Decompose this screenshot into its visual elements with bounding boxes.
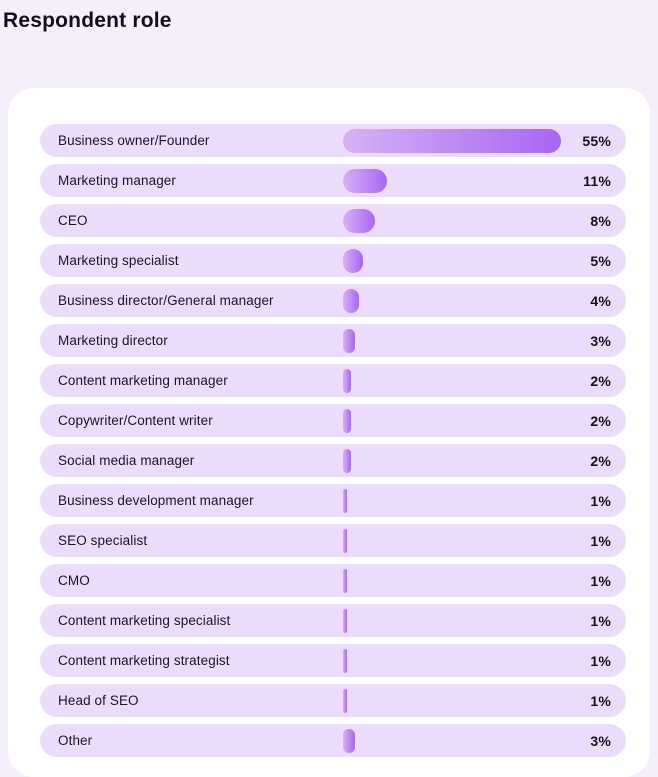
bar [343,128,561,153]
value-label: 8% [590,212,611,229]
chart-row: Other 3% [40,724,626,757]
chart-rows: Business owner/Founder 55% Marketing manag… [40,124,626,757]
role-label: Business director/General manager [58,293,274,308]
bar [343,728,355,753]
value-label: 1% [590,492,611,509]
bar [343,368,351,393]
bar-track [343,448,561,473]
role-label: Content marketing strategist [58,653,230,668]
bar-track [343,568,561,593]
value-label: 3% [590,332,611,349]
value-label: 1% [590,612,611,629]
chart-row: Content marketing manager 2% [40,364,626,397]
bar-track [343,128,561,153]
chart-row: Marketing director 3% [40,324,626,357]
value-label: 1% [590,572,611,589]
bar [343,168,387,193]
value-label: 11% [583,172,611,189]
chart-row: SEO specialist 1% [40,524,626,557]
value-label: 3% [590,732,611,749]
value-label: 1% [590,532,611,549]
value-label: 1% [590,692,611,709]
chart-row: Business owner/Founder 55% [40,124,626,157]
role-label: CEO [58,213,88,228]
value-label: 2% [590,412,611,429]
chart-row: Social media manager 2% [40,444,626,477]
role-label: Marketing specialist [58,253,179,268]
role-label: Other [58,733,93,748]
bar-track [343,528,561,553]
value-label: 55% [582,132,611,149]
bar [343,288,359,313]
chart-row: CEO 8% [40,204,626,237]
role-label: Business development manager [58,493,254,508]
chart-row: Business development manager 1% [40,484,626,517]
bar-track [343,408,561,433]
chart-card: Business owner/Founder 55% Marketing manag… [8,88,650,777]
bar [343,608,347,633]
chart-row: Marketing manager 11% [40,164,626,197]
bar [343,408,351,433]
chart-row: Copywriter/Content writer 2% [40,404,626,437]
page-title: Respondent role [3,9,172,32]
bar [343,328,355,353]
chart-row: Content marketing strategist 1% [40,644,626,677]
role-label: Head of SEO [58,693,139,708]
chart-row: Marketing specialist 5% [40,244,626,277]
value-label: 1% [590,652,611,669]
role-label: SEO specialist [58,533,148,548]
value-label: 2% [590,452,611,469]
role-label: Content marketing specialist [58,613,231,628]
chart-row: CMO 1% [40,564,626,597]
bar [343,688,347,713]
value-label: 4% [590,292,611,309]
bar-track [343,288,561,313]
role-label: Marketing director [58,333,168,348]
bar-track [343,368,561,393]
bar [343,448,351,473]
bar [343,528,347,553]
chart-row: Head of SEO 1% [40,684,626,717]
bar [343,648,347,673]
role-label: Social media manager [58,453,195,468]
role-label: Content marketing manager [58,373,228,388]
value-label: 5% [590,252,611,269]
role-label: Business owner/Founder [58,133,210,148]
bar [343,248,363,273]
role-label: Marketing manager [58,173,177,188]
bar-track [343,688,561,713]
bar-track [343,248,561,273]
bar-track [343,728,561,753]
bar-track [343,608,561,633]
value-label: 2% [590,372,611,389]
chart-row: Business director/General manager 4% [40,284,626,317]
bar-track [343,328,561,353]
role-label: CMO [58,573,90,588]
bar-track [343,648,561,673]
bar-track [343,488,561,513]
bar [343,208,375,233]
bar [343,568,347,593]
bar-track [343,168,561,193]
chart-row: Content marketing specialist 1% [40,604,626,637]
bar-track [343,208,561,233]
role-label: Copywriter/Content writer [58,413,213,428]
bar [343,488,347,513]
